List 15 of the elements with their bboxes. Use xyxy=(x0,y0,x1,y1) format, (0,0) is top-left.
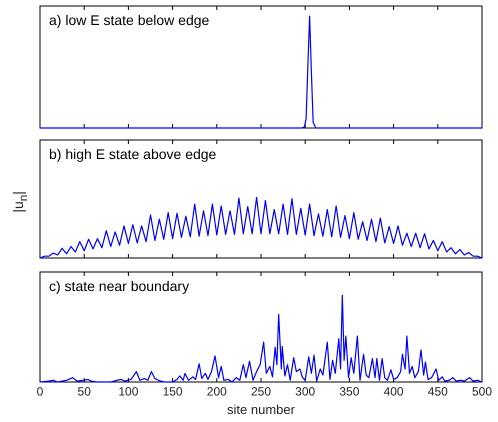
chart-title: b) high E state above edge xyxy=(49,146,217,162)
x-tick-label: 450 xyxy=(428,384,448,399)
x-tick-label: 250 xyxy=(250,384,272,399)
x-tick-label: 400 xyxy=(384,384,404,399)
x-axis-title: site number xyxy=(227,402,296,417)
x-tick-label: 0 xyxy=(36,384,44,399)
x-tick-label: 300 xyxy=(295,384,316,399)
chart-title: c) state near boundary xyxy=(49,278,190,294)
x-tick-label: 100 xyxy=(118,384,139,399)
x-tick-label: 150 xyxy=(162,384,183,399)
chart-title: a) low E state below edge xyxy=(49,12,210,28)
x-tick-label: 350 xyxy=(339,384,360,399)
x-tick-label: 50 xyxy=(78,384,92,399)
x-tick-label: 200 xyxy=(206,384,228,399)
x-tick-label: 500 xyxy=(472,384,492,399)
